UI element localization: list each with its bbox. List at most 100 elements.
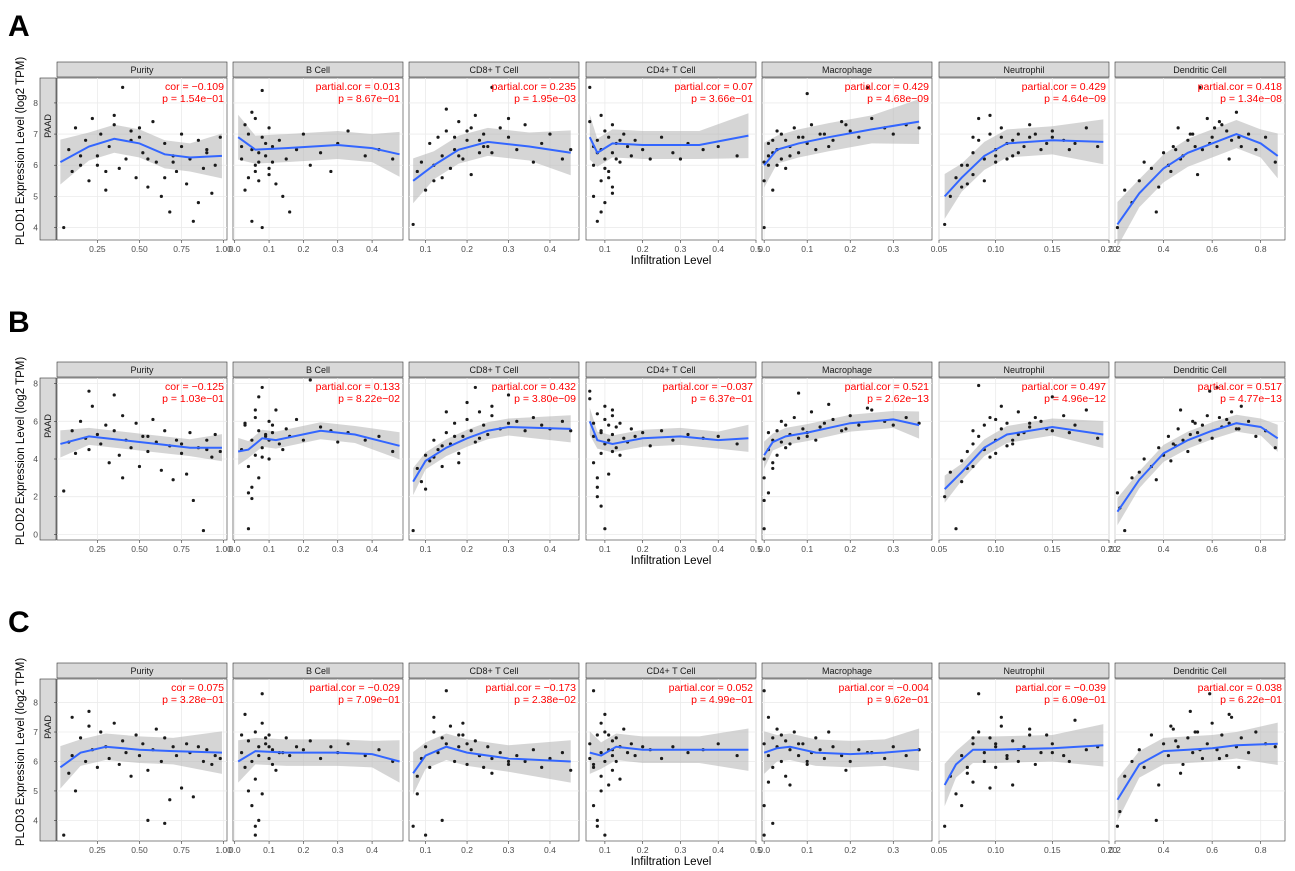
data-point [1050,742,1054,746]
data-point [1022,144,1026,149]
data-point [569,148,573,152]
data-point [457,733,461,737]
data-point [1115,491,1120,495]
x-tick-label: 0.1 [801,544,813,554]
data-point [253,408,257,412]
data-point [308,378,312,382]
x-tick-label: 0.4 [712,845,724,855]
data-point [671,151,675,155]
data-point [318,756,323,761]
data-point [610,408,615,412]
data-point [185,742,189,746]
data-point [779,157,783,161]
y-tick-label: 4 [33,223,38,233]
data-point [146,157,150,161]
data-point [1096,436,1100,440]
data-point [588,756,592,761]
data-point [805,434,809,438]
facet-title: CD4+ T Cell [647,365,696,375]
y-tick-label: 4 [33,454,38,464]
facet-title: Neutrophil [1003,65,1044,75]
data-point [267,172,271,177]
data-point [784,774,788,778]
data-point [288,210,292,214]
data-point [391,449,395,454]
data-point [1123,188,1127,192]
data-point [766,753,771,758]
data-point [591,762,596,767]
x-tick-label: 0.4 [712,544,724,554]
data-point [1205,414,1209,418]
data-point [982,759,986,764]
data-point [477,138,482,142]
data-point [253,453,257,457]
data-point [1137,179,1141,183]
data-point [870,408,874,412]
data-point [648,444,652,448]
data-point [904,415,908,420]
data-point [436,751,440,755]
data-point [171,478,175,482]
data-point [1084,408,1088,412]
data-point [1174,739,1178,743]
data-point [90,404,94,408]
data-point [1181,438,1185,442]
data-point [423,833,428,837]
data-point [641,745,645,749]
data-point [1227,421,1231,425]
data-point [423,453,428,457]
data-point [270,423,275,427]
facet-title: Purity [130,65,154,75]
data-point [686,432,690,437]
data-point [159,468,163,472]
data-point [465,417,469,422]
data-point [603,759,607,764]
fit-line [1116,422,1279,513]
data-point [982,423,986,427]
data-point [440,444,444,448]
data-point [1142,457,1146,461]
data-point [151,120,155,124]
data-point [107,756,111,761]
data-point [788,783,792,787]
data-point [618,160,622,164]
data-point [796,391,801,395]
facet-title: B Cell [306,365,330,375]
data-point [440,736,444,740]
data-point [735,442,739,446]
data-point [523,123,527,127]
data-point [201,759,206,764]
data-point [1237,135,1241,139]
data-point [213,432,217,437]
x-tick-label: 0.4 [544,845,556,855]
fit-line [59,137,222,163]
data-point [1016,410,1020,414]
data-point [1205,116,1209,121]
data-point [633,434,637,438]
data-point [257,476,261,480]
x-tick-label: 0.2 [297,845,309,855]
data-point [84,138,88,142]
fit-line [59,745,222,769]
data-point [1123,528,1127,533]
data-point [99,132,103,136]
data-point [779,132,783,136]
data-point [134,421,138,425]
data-point [346,129,350,133]
data-point [560,751,565,755]
data-point [766,431,771,435]
correlation-label: partial.cor = −0.039 [1016,682,1107,694]
data-point [99,730,103,734]
x-tick-label: 0.3 [332,244,344,254]
x-axis-label: Infiltration Level [631,555,712,567]
p-value-label: p = 1.54e−01 [162,93,224,105]
data-point [87,447,91,452]
data-point [457,451,461,455]
data-point [448,166,453,170]
data-point [607,733,611,737]
data-point [762,476,766,480]
fit-line [763,418,920,456]
x-tick-label: 0.10 [987,544,1004,554]
data-point [1045,733,1049,737]
